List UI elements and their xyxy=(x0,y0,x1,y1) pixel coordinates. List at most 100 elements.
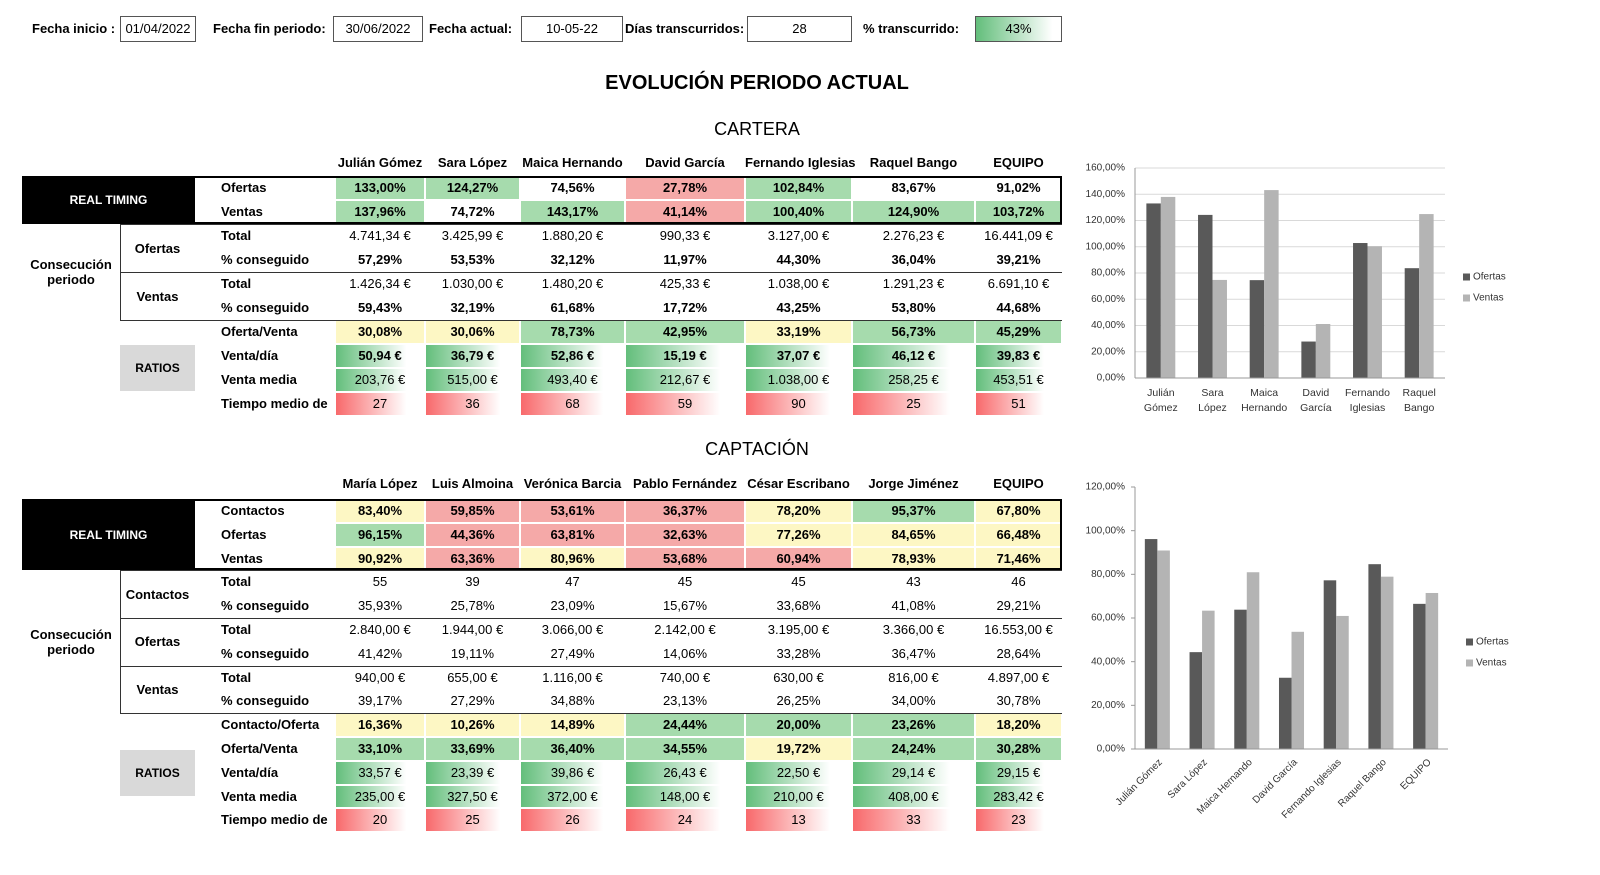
cell: 53,61% xyxy=(521,500,624,522)
cell: 29,21% xyxy=(976,595,1061,617)
cell: 2.840,00 € xyxy=(336,619,424,641)
row-label: Venta media xyxy=(221,788,297,804)
bar xyxy=(1419,214,1434,378)
cell: 25 xyxy=(426,809,519,832)
cell: 34,55% xyxy=(626,738,744,760)
column-header: César Escribano xyxy=(747,476,850,491)
cell: 33,28% xyxy=(746,642,851,665)
cell: 91,02% xyxy=(976,177,1061,199)
column-header: Maica Hernando xyxy=(522,155,623,170)
cell: 103,72% xyxy=(976,201,1061,223)
cell: 55 xyxy=(336,571,424,594)
y-tick-label: 0,00% xyxy=(1097,373,1125,384)
column-header: EQUIPO xyxy=(993,155,1044,170)
cell: 84,65% xyxy=(853,523,974,546)
y-tick-label: 0,00% xyxy=(1097,744,1125,755)
x-tick-label: Raquel Bango xyxy=(1402,387,1436,414)
cell: 77,26% xyxy=(746,523,851,546)
row-separator xyxy=(120,618,1062,619)
cell: 90 xyxy=(746,393,851,415)
cell: 283,42 € xyxy=(976,785,1061,808)
bar xyxy=(1264,190,1279,378)
cell: 137,96% xyxy=(336,201,424,223)
y-tick-label: 60,00% xyxy=(1091,294,1125,305)
block-label: RATIOS xyxy=(120,345,195,391)
cell: 26 xyxy=(521,809,624,832)
cell: 25 xyxy=(853,393,974,415)
cell: 30,78% xyxy=(976,690,1061,713)
bar xyxy=(1160,196,1176,378)
cell: 20 xyxy=(336,809,424,832)
page-title: EVOLUCIÓN PERIODO ACTUAL xyxy=(605,72,909,94)
cell: 33,57 € xyxy=(336,761,424,784)
cell: 74,56% xyxy=(521,177,624,199)
column-header: Jorge Jiménez xyxy=(868,476,959,491)
cell: 1.480,20 € xyxy=(521,273,624,295)
row-label: Venta media xyxy=(221,372,297,387)
row-label: % conseguido xyxy=(221,252,310,267)
cell: 90,92% xyxy=(336,547,424,570)
cell: 18,20% xyxy=(976,714,1061,736)
column-header: David García xyxy=(645,155,725,170)
cell: 19,72% xyxy=(746,738,851,760)
cell: 100,40% xyxy=(746,201,851,223)
cell: 96,15% xyxy=(336,523,424,546)
cell: 3.066,00 € xyxy=(521,619,624,641)
group-label: Consecución periodo xyxy=(30,626,112,657)
cell: 10,26% xyxy=(426,714,519,736)
cell: 42,95% xyxy=(626,321,744,343)
bar xyxy=(1315,324,1331,378)
cell: 66,48% xyxy=(976,523,1061,546)
y-tick-label: 100,00% xyxy=(1086,525,1126,536)
cell: 27,78% xyxy=(626,177,744,199)
y-tick-label: 80,00% xyxy=(1091,569,1125,580)
cell: 212,67 € xyxy=(626,369,744,391)
cell: 14,89% xyxy=(521,714,624,736)
cell: 32,12% xyxy=(521,249,624,271)
bar xyxy=(1404,268,1420,378)
cell: 102,84% xyxy=(746,177,851,199)
bar xyxy=(1202,610,1215,749)
bar xyxy=(1212,279,1227,378)
row-label: Oferta/Venta xyxy=(221,741,298,756)
cell: 60,94% xyxy=(746,547,851,570)
cell: 11,97% xyxy=(626,249,744,271)
row-label: Venta/día xyxy=(221,348,279,363)
cell: 23,09% xyxy=(521,595,624,617)
row-separator xyxy=(120,320,1062,321)
row-label: Contactos xyxy=(221,503,285,518)
bar xyxy=(1291,631,1305,749)
cell: 515,00 € xyxy=(426,369,519,391)
cell: 1.038,00 € xyxy=(746,369,851,391)
cell: 1.038,00 € xyxy=(746,273,851,295)
cell: 33,19% xyxy=(746,321,851,343)
column-header: Raquel Bango xyxy=(869,155,958,170)
block-label: REAL TIMING xyxy=(22,176,195,224)
legend-label: Ofertas xyxy=(1476,637,1509,648)
field-label: Fecha inicio : xyxy=(32,21,116,36)
bar xyxy=(1146,203,1161,378)
row-label: Ofertas xyxy=(221,180,267,195)
cell: 41,14% xyxy=(626,201,744,223)
block-label: REAL TIMING xyxy=(22,499,195,571)
cell: 78,20% xyxy=(746,500,851,522)
bar xyxy=(1249,280,1265,378)
cell: 32,19% xyxy=(426,297,519,319)
bar xyxy=(1413,603,1426,749)
cell: 46,12 € xyxy=(853,345,974,367)
cell: 29,15 € xyxy=(976,761,1061,784)
x-tick-label: Fernando Iglesias xyxy=(1345,387,1390,414)
y-tick-label: 40,00% xyxy=(1091,656,1125,667)
cell: 44,68% xyxy=(976,297,1061,319)
cell: 3.127,00 € xyxy=(746,225,851,247)
column-header: Pablo Fernández xyxy=(632,476,738,491)
cell: 78,93% xyxy=(853,547,974,570)
cell: 43,25% xyxy=(746,297,851,319)
cell: 1.291,23 € xyxy=(853,273,974,295)
cell: 68 xyxy=(521,393,624,415)
cell: 53,53% xyxy=(426,249,519,271)
cell: 16,36% xyxy=(336,714,424,736)
cell: 990,33 € xyxy=(626,225,744,247)
column-header: Sara López xyxy=(437,155,508,170)
block-label: RATIOS xyxy=(120,749,195,796)
